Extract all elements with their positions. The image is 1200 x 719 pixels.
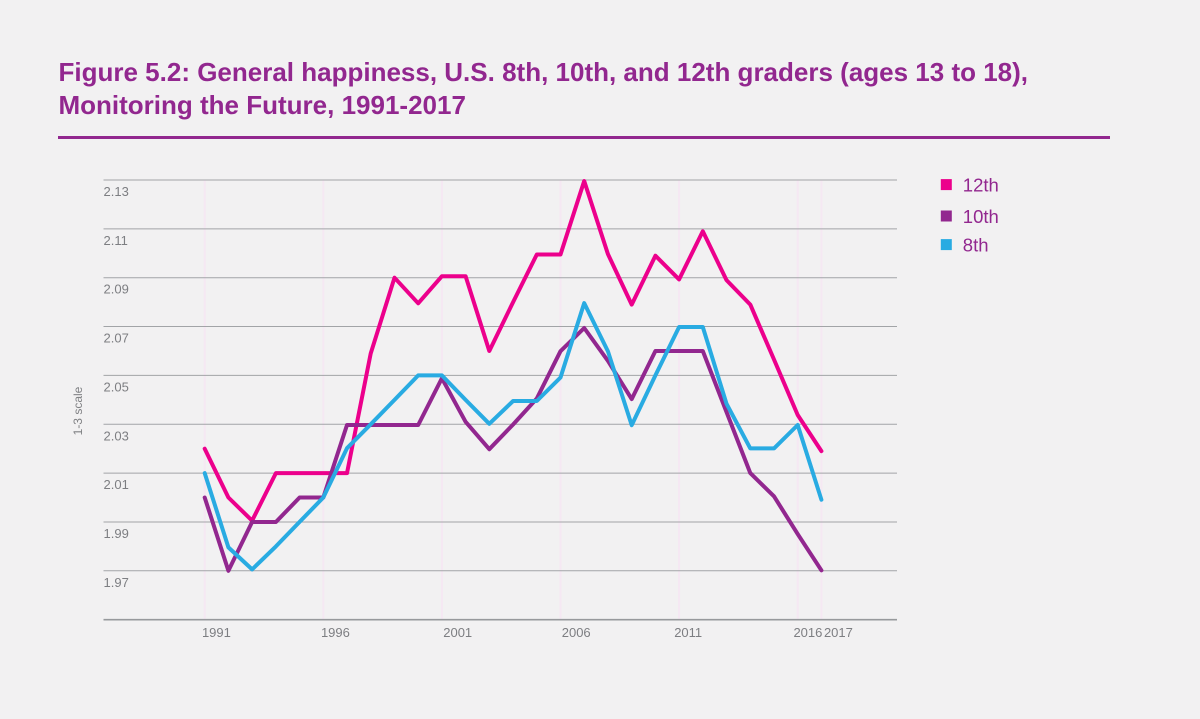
svg-text:2.11: 2.11 [104, 233, 128, 248]
svg-text:1.97: 1.97 [104, 575, 129, 590]
svg-text:12th: 12th [963, 175, 999, 196]
svg-text:2.07: 2.07 [104, 331, 129, 346]
svg-text:2.01: 2.01 [104, 477, 129, 492]
svg-text:2006: 2006 [562, 625, 591, 640]
svg-text:2.13: 2.13 [104, 184, 129, 199]
svg-text:8th: 8th [963, 235, 989, 256]
svg-text:1.99: 1.99 [104, 526, 129, 541]
svg-text:10th: 10th [963, 206, 999, 227]
svg-text:2.03: 2.03 [104, 428, 129, 443]
svg-text:2.09: 2.09 [104, 282, 129, 297]
svg-text:2.05: 2.05 [104, 379, 129, 394]
svg-text:1-3 scale: 1-3 scale [71, 386, 85, 435]
svg-text:1996: 1996 [321, 625, 350, 640]
svg-text:1991: 1991 [202, 625, 231, 640]
svg-text:2017: 2017 [824, 625, 853, 640]
svg-text:2016: 2016 [793, 625, 822, 640]
svg-text:2011: 2011 [674, 625, 702, 640]
svg-text:2001: 2001 [443, 625, 472, 640]
